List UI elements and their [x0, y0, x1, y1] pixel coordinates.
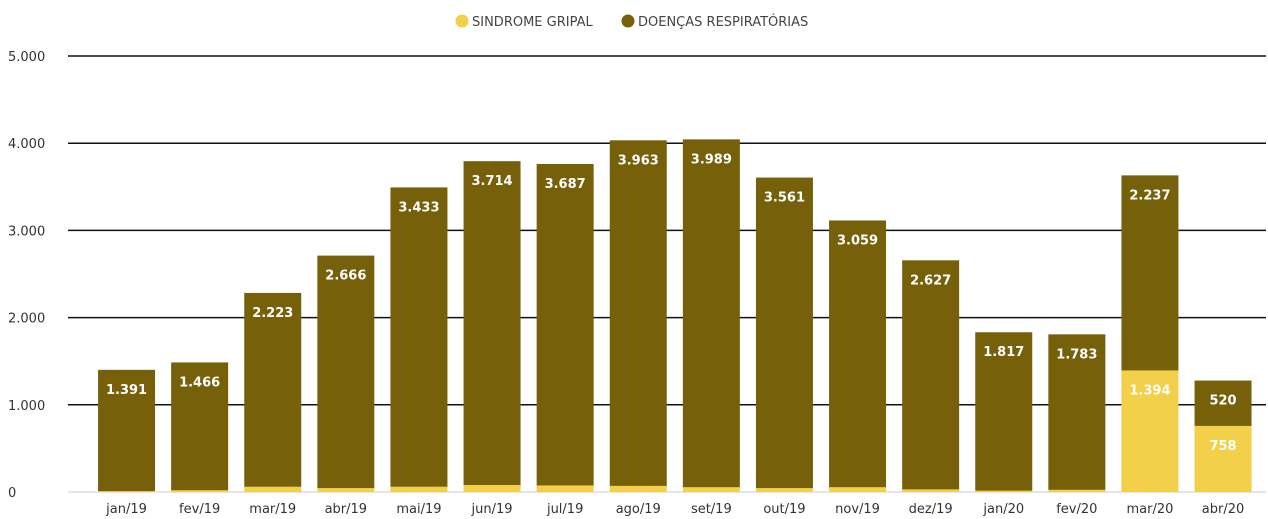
data-label-doencas-2: 2.223	[252, 306, 293, 321]
data-label-sindrome-15: 758	[1209, 439, 1236, 454]
bar-doencas-respiratorias-10	[829, 220, 887, 488]
bar-sindrome-gripal-4	[390, 486, 448, 492]
y-tick-label-5: 5.000	[8, 50, 45, 65]
bar-sindrome-gripal-0	[98, 491, 156, 492]
bars: 1.391 1.466 2.223 2.666 3.433 3.714 3.687 3.963…	[98, 139, 1252, 492]
y-axis: 0 1.000 2.000 3.000 4.000 5.000	[8, 50, 45, 501]
data-label-doencas-1: 1.466	[179, 375, 220, 390]
bar-doencas-respiratorias-4	[390, 187, 448, 487]
bar-doencas-respiratorias-13	[1048, 334, 1106, 490]
data-label-doencas-12: 1.817	[983, 345, 1024, 360]
legend-label-1: DOENÇAS RESPIRATÓRIAS	[638, 14, 808, 30]
bar-sindrome-gripal-5	[463, 485, 521, 492]
y-tick-label-0: 0	[8, 486, 16, 501]
y-tick-label-3: 3.000	[8, 224, 45, 239]
bar-sindrome-gripal-14	[1121, 370, 1179, 492]
y-tick-label-4: 4.000	[8, 137, 45, 152]
bar-sindrome-gripal-11	[902, 489, 960, 492]
bar-sindrome-gripal-2	[244, 486, 302, 492]
data-label-doencas-13: 1.783	[1056, 347, 1097, 362]
data-label-doencas-6: 3.687	[545, 177, 586, 192]
data-label-doencas-0: 1.391	[106, 383, 147, 398]
data-label-doencas-5: 3.714	[471, 174, 512, 189]
x-tick-label-6: jul/19	[546, 502, 583, 517]
bar-sindrome-gripal-9	[755, 488, 813, 492]
x-tick-label-13: fev/20	[1056, 502, 1097, 517]
data-label-doencas-11: 2.627	[910, 273, 951, 288]
bar-doencas-respiratorias-15	[1194, 380, 1252, 426]
x-tick-label-8: set/19	[691, 502, 732, 517]
legend: SINDROME GRIPAL DOENÇAS RESPIRATÓRIAS	[455, 14, 808, 30]
legend-label-0: SINDROME GRIPAL	[472, 15, 593, 30]
x-tick-label-10: nov/19	[835, 502, 880, 517]
data-label-doencas-8: 3.989	[691, 152, 732, 167]
bar-sindrome-gripal-6	[536, 485, 594, 492]
x-tick-label-0: jan/19	[105, 502, 147, 517]
x-tick-label-15: abr/20	[1202, 502, 1245, 517]
bar-doencas-respiratorias-7	[609, 140, 667, 486]
bar-doencas-respiratorias-2	[244, 292, 302, 487]
bar-sindrome-gripal-3	[317, 488, 375, 492]
bar-doencas-respiratorias-9	[755, 177, 813, 489]
bar-doencas-respiratorias-1	[171, 362, 229, 491]
data-label-doencas-14: 2.237	[1129, 188, 1170, 203]
x-tick-label-11: dez/19	[909, 502, 953, 517]
data-label-doencas-10: 3.059	[837, 233, 878, 248]
y-tick-label-2: 2.000	[8, 312, 45, 327]
bar-doencas-respiratorias-14	[1121, 175, 1179, 371]
x-tick-label-2: mar/19	[249, 502, 296, 517]
x-tick-label-7: ago/19	[616, 502, 661, 517]
bar-sindrome-gripal-10	[829, 487, 887, 492]
x-tick-label-9: out/19	[763, 502, 805, 517]
bar-sindrome-gripal-8	[682, 487, 740, 492]
bar-doencas-respiratorias-8	[682, 139, 740, 488]
bar-doencas-respiratorias-5	[463, 161, 521, 486]
bar-sindrome-gripal-1	[171, 490, 229, 492]
x-tick-label-12: jan/20	[982, 502, 1024, 517]
data-label-doencas-3: 2.666	[325, 269, 366, 284]
bar-doencas-respiratorias-12	[975, 332, 1033, 491]
data-label-doencas-7: 3.963	[618, 153, 659, 168]
x-tick-label-1: fev/19	[179, 502, 220, 517]
x-tick-label-5: jun/19	[471, 502, 513, 517]
bar-sindrome-gripal-13	[1048, 489, 1106, 492]
bar-sindrome-gripal-12	[975, 490, 1033, 492]
y-tick-label-1: 1.000	[8, 399, 45, 414]
x-tick-label-3: abr/19	[325, 502, 368, 517]
x-tick-label-4: mai/19	[396, 502, 441, 517]
data-label-doencas-15: 520	[1209, 394, 1236, 409]
legend-marker-1	[621, 14, 635, 28]
bar-doencas-respiratorias-0	[98, 369, 156, 492]
x-tick-label-14: mar/20	[1126, 502, 1173, 517]
bar-doencas-respiratorias-11	[902, 260, 960, 490]
bar-sindrome-gripal-7	[609, 485, 667, 492]
data-label-sindrome-14: 1.394	[1129, 383, 1170, 398]
data-label-doencas-9: 3.561	[764, 191, 805, 206]
x-axis: jan/19 fev/19 mar/19 abr/19 mai/19 jun/19 jul/…	[105, 502, 1244, 517]
legend-marker-0	[455, 14, 469, 28]
bar-doencas-respiratorias-3	[317, 255, 375, 489]
bar-sindrome-gripal-15	[1194, 425, 1252, 492]
data-label-doencas-4: 3.433	[398, 200, 439, 215]
bar-doencas-respiratorias-6	[536, 163, 594, 486]
